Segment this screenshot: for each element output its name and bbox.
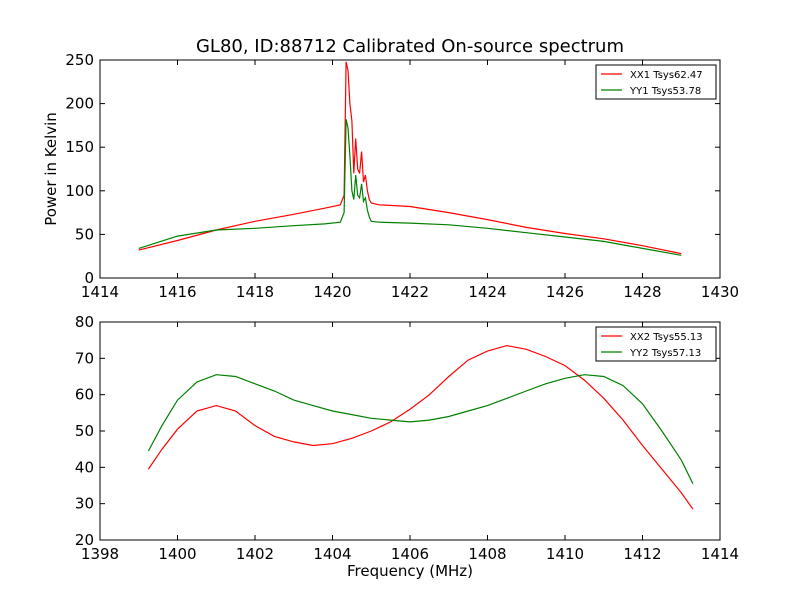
subplot-1-x-tick-label: 1422 xyxy=(391,283,429,301)
subplot-2-legend-label-1: XX2 Tsys55.13 xyxy=(630,332,703,343)
subplot-1-x-tick-label: 1428 xyxy=(623,283,661,301)
subplot-2-series-2-line xyxy=(147,374,694,484)
subplot-2-legend-box xyxy=(595,326,717,362)
plots-layer: 1414 1416 1418 1420 1422 1424 1426 1428 14300501… xyxy=(65,51,739,563)
subplot-2-x-tick-label: 1402 xyxy=(236,545,274,563)
subplot-2-y-tick-label: 80 xyxy=(75,313,94,331)
subplot-1: 1414 1416 1418 1420 1422 1424 1426 1428 1430 0 50 1… xyxy=(65,51,739,301)
subplot-2-x-tick-label: 1410 xyxy=(546,545,584,563)
subplot-1-y-tick-label: 0 xyxy=(84,269,94,287)
subplot-1-x-tick-label: 1426 xyxy=(546,283,584,301)
subplot-2-x-tick-label: 1398 xyxy=(81,545,119,563)
subplot-2-y-tick-label: 30 xyxy=(75,495,94,513)
subplot-2-y-tick-label: 70 xyxy=(75,349,94,367)
subplot-2: 1398 1400 1402 1404 1406 1408 1410 1412 1414 20 30… xyxy=(75,313,739,563)
subplot-1-x-tick-label: 1420 xyxy=(313,283,351,301)
subplot-1-series-1-line xyxy=(138,61,682,255)
subplot-1-y-axis-label: Power in Kelvin xyxy=(42,112,60,226)
subplot-1-legend-label-2: YY1 Tsys53.78 xyxy=(629,86,701,97)
chart-title: GL80, ID:88712 Calibrated On-source spec… xyxy=(196,36,624,57)
subplot-1-legend-label-1: XX1 Tsys62.47 xyxy=(630,70,703,81)
subplot-1-x-tick-label: 1424 xyxy=(468,283,506,301)
subplot-2-x-tick-label: 1414 xyxy=(701,545,739,563)
subplot-2-legend-label-2: YY2 Tsys57.13 xyxy=(629,348,701,359)
subplot-2-x-tick-label: 1400 xyxy=(158,545,196,563)
subplot-1-series-2-line xyxy=(138,119,682,256)
subplot-1-x-tick-label: 1414 xyxy=(81,283,119,301)
subplot-2-y-tick-label: 60 xyxy=(75,386,94,404)
subplot-1-y-tick-label: 200 xyxy=(65,95,94,113)
subplot-2-y-tick-label: 50 xyxy=(75,422,94,440)
subplot-2-legend: XX2 Tsys55.13 YY2 Tsys57.13 xyxy=(595,326,717,362)
subplot-2-x-tick-label: 1406 xyxy=(391,545,429,563)
subplot-1-y-tick-label: 250 xyxy=(65,51,94,69)
subplot-1-x-tick-label: 1416 xyxy=(158,283,196,301)
subplot-1-x-tick-label: 1430 xyxy=(701,283,739,301)
subplot-2-x-axis-label: Frequency (MHz) xyxy=(347,562,473,580)
subplot-2-x-tick-label: 1404 xyxy=(313,545,351,563)
subplot-2-y-tick-label: 20 xyxy=(75,531,94,549)
subplot-1-legend: XX1 Tsys62.47 YY1 Tsys53.78 xyxy=(595,64,717,100)
subplot-2-x-tick-label: 1408 xyxy=(468,545,506,563)
subplot-1-x-tick-label: 1418 xyxy=(236,283,274,301)
subplot-2-y-tick-label: 40 xyxy=(75,458,94,476)
subplot-1-y-tick-label: 150 xyxy=(65,138,94,156)
subplot-1-y-tick-label: 100 xyxy=(65,182,94,200)
subplot-2-series-1-line xyxy=(147,344,694,510)
subplot-1-legend-box xyxy=(595,64,717,100)
subplot-1-y-tick-label: 50 xyxy=(75,225,94,243)
subplot-2-x-tick-label: 1412 xyxy=(623,545,661,563)
